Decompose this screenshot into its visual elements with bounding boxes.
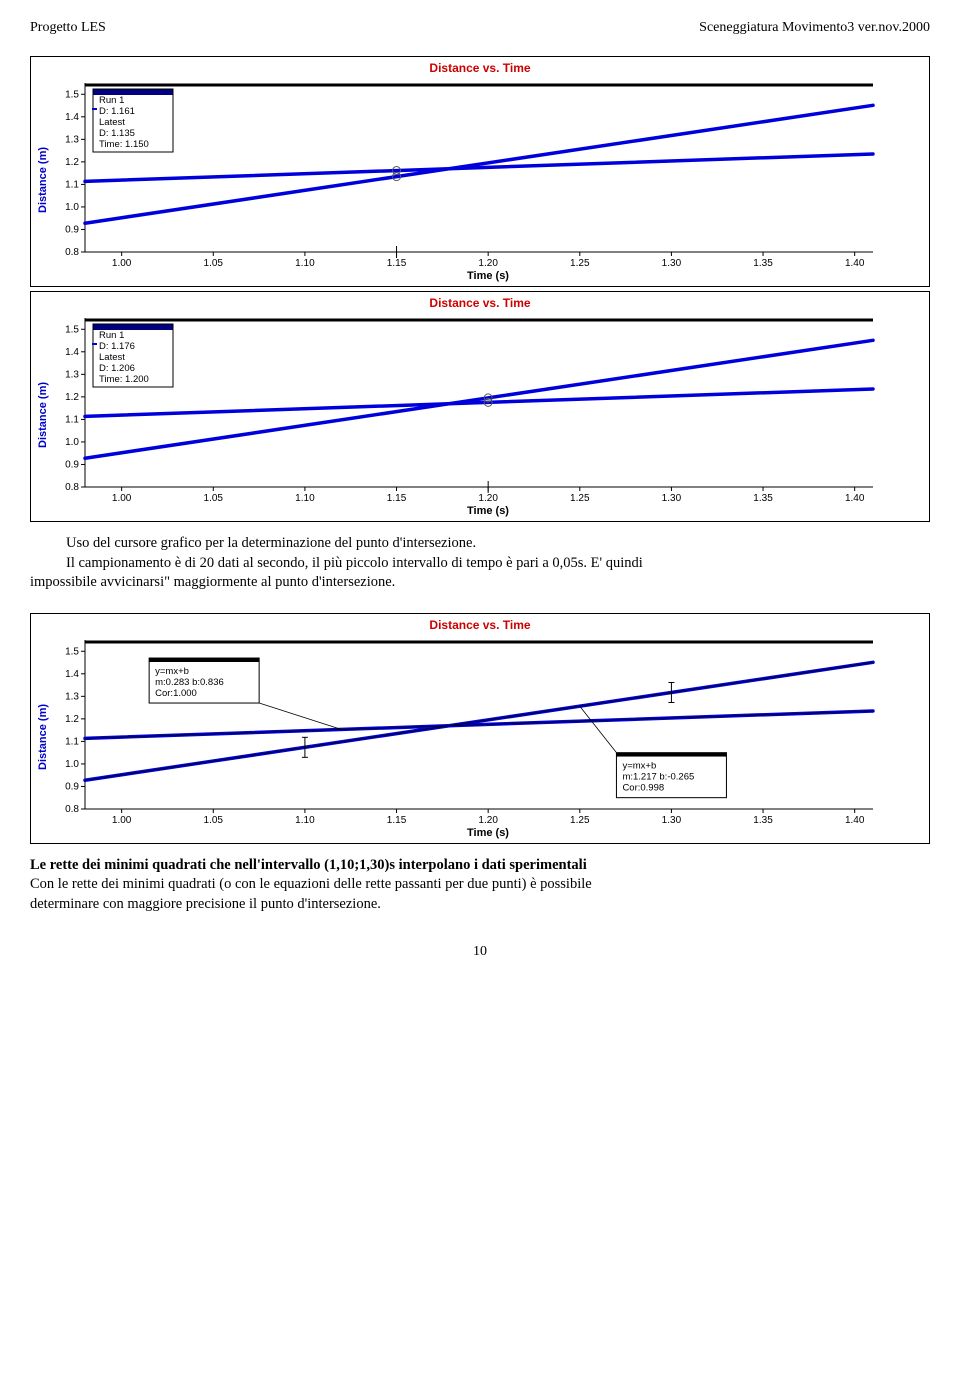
svg-text:1.5: 1.5 — [65, 646, 79, 657]
svg-text:1.5: 1.5 — [65, 324, 79, 335]
page-number: 10 — [30, 944, 930, 960]
svg-text:D: 1.135: D: 1.135 — [99, 128, 135, 139]
svg-text:Latest: Latest — [99, 117, 125, 128]
svg-text:D: 1.176: D: 1.176 — [99, 341, 135, 352]
svg-text:Time: 1.200: Time: 1.200 — [99, 374, 149, 385]
svg-text:1.40: 1.40 — [845, 258, 865, 269]
svg-text:1.40: 1.40 — [845, 493, 865, 504]
svg-text:1.3: 1.3 — [65, 691, 79, 702]
chart-2: Distance vs. Time Distance (m) 0.8 0.9 1.0… — [30, 291, 930, 522]
header-right: Sceneggiatura Movimento3 ver.nov.2000 — [699, 20, 930, 36]
svg-text:1.2: 1.2 — [65, 714, 79, 725]
svg-text:1.10: 1.10 — [295, 493, 315, 504]
svg-text:Time: 1.150: Time: 1.150 — [99, 139, 149, 150]
svg-text:Latest: Latest — [99, 352, 125, 363]
svg-text:1.15: 1.15 — [387, 493, 407, 504]
svg-text:D: 1.161: D: 1.161 — [99, 106, 135, 117]
chart-2-plot: 0.8 0.9 1.0 1.1 1.2 1.3 1.4 1.5 1.00 1.05 1.10 1.15… — [51, 312, 881, 507]
svg-text:1.00: 1.00 — [112, 258, 132, 269]
svg-text:1.2: 1.2 — [65, 392, 79, 403]
svg-text:D: 1.206: D: 1.206 — [99, 363, 135, 374]
paragraph-2: Le rette dei minimi quadrati che nell'in… — [30, 856, 930, 915]
para2-bold: Le rette dei minimi quadrati che nell'in… — [30, 857, 587, 873]
svg-text:1.3: 1.3 — [65, 369, 79, 380]
svg-text:Run 1: Run 1 — [99, 95, 124, 106]
svg-text:y=mx+b: y=mx+b — [155, 666, 189, 677]
svg-text:m:0.283 b:0.836: m:0.283 b:0.836 — [155, 677, 224, 688]
page-header: Progetto LES Sceneggiatura Movimento3 ve… — [30, 20, 930, 36]
svg-text:1.35: 1.35 — [753, 815, 773, 826]
svg-text:0.9: 0.9 — [65, 224, 79, 235]
svg-text:1.35: 1.35 — [753, 258, 773, 269]
svg-text:1.40: 1.40 — [845, 815, 865, 826]
chart-2-title: Distance vs. Time — [35, 296, 925, 310]
chart-2-ylabel: Distance (m) — [35, 312, 51, 517]
para1-line3: impossibile avvicinarsi" maggiormente al… — [30, 574, 395, 590]
svg-text:1.10: 1.10 — [295, 815, 315, 826]
svg-text:1.25: 1.25 — [570, 493, 590, 504]
chart-3-xlabel: Time (s) — [51, 827, 925, 839]
svg-text:0.8: 0.8 — [65, 804, 79, 815]
svg-text:1.00: 1.00 — [112, 815, 132, 826]
svg-text:1.05: 1.05 — [204, 815, 224, 826]
svg-text:1.30: 1.30 — [662, 815, 682, 826]
svg-text:1.4: 1.4 — [65, 112, 79, 123]
svg-text:1.00: 1.00 — [112, 493, 132, 504]
svg-text:0.8: 0.8 — [65, 482, 79, 493]
svg-text:1.5: 1.5 — [65, 89, 79, 100]
svg-text:1.30: 1.30 — [662, 493, 682, 504]
chart-1-title: Distance vs. Time — [35, 61, 925, 75]
svg-text:0.9: 0.9 — [65, 459, 79, 470]
chart-3: Distance vs. Time Distance (m) 0.8 0.9 1.0… — [30, 613, 930, 844]
para1-line2: Il campionamento è di 20 dati al secondo… — [66, 555, 643, 571]
paragraph-1: Uso del cursore grafico per la determina… — [30, 534, 930, 593]
svg-text:1.30: 1.30 — [662, 258, 682, 269]
para1-line1: Uso del cursore grafico per la determina… — [66, 535, 476, 551]
svg-text:1.25: 1.25 — [570, 815, 590, 826]
svg-text:1.1: 1.1 — [65, 179, 79, 190]
svg-text:1.3: 1.3 — [65, 134, 79, 145]
header-left: Progetto LES — [30, 20, 106, 36]
svg-text:1.1: 1.1 — [65, 414, 79, 425]
para2-line2: Con le rette dei minimi quadrati (o con … — [30, 876, 592, 892]
chart-3-ylabel: Distance (m) — [35, 634, 51, 839]
chart-3-plot: 0.8 0.9 1.0 1.1 1.2 1.3 1.4 1.5 1.00 1.05 1.10 1.15… — [51, 634, 881, 829]
svg-text:1.4: 1.4 — [65, 668, 79, 679]
svg-text:0.9: 0.9 — [65, 781, 79, 792]
svg-text:y=mx+b: y=mx+b — [622, 760, 656, 771]
chart-3-title: Distance vs. Time — [35, 618, 925, 632]
svg-text:m:1.217 b:-0.265: m:1.217 b:-0.265 — [622, 771, 694, 782]
svg-text:1.0: 1.0 — [65, 759, 79, 770]
svg-text:1.15: 1.15 — [387, 258, 407, 269]
svg-text:1.4: 1.4 — [65, 347, 79, 358]
svg-text:1.35: 1.35 — [753, 493, 773, 504]
svg-text:1.20: 1.20 — [478, 493, 498, 504]
svg-text:1.25: 1.25 — [570, 258, 590, 269]
svg-text:1.1: 1.1 — [65, 736, 79, 747]
para2-line3: determinare con maggiore precisione il p… — [30, 896, 381, 912]
svg-text:1.05: 1.05 — [204, 258, 224, 269]
svg-text:1.20: 1.20 — [478, 258, 498, 269]
chart-1: Distance vs. Time Distance (m) 0.8 0.9 1.0… — [30, 56, 930, 287]
svg-text:1.15: 1.15 — [387, 815, 407, 826]
svg-text:0.8: 0.8 — [65, 247, 79, 258]
chart-2-xlabel: Time (s) — [51, 505, 925, 517]
chart-1-ylabel: Distance (m) — [35, 77, 51, 282]
svg-text:Run 1: Run 1 — [99, 330, 124, 341]
svg-text:Cor:0.998: Cor:0.998 — [622, 782, 664, 793]
chart-1-xlabel: Time (s) — [51, 270, 925, 282]
svg-text:1.10: 1.10 — [295, 258, 315, 269]
svg-text:1.0: 1.0 — [65, 202, 79, 213]
svg-text:1.05: 1.05 — [204, 493, 224, 504]
chart-1-plot: 0.8 0.9 1.0 1.1 1.2 1.3 1.4 1.5 1.00 1.05 1.10 1.15… — [51, 77, 881, 272]
svg-text:1.2: 1.2 — [65, 157, 79, 168]
svg-text:1.0: 1.0 — [65, 437, 79, 448]
svg-text:1.20: 1.20 — [478, 815, 498, 826]
svg-text:Cor:1.000: Cor:1.000 — [155, 688, 197, 699]
